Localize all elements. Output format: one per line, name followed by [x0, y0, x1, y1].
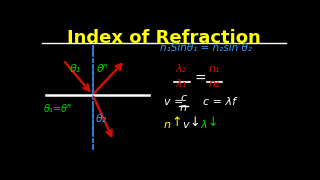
Text: =: = [195, 72, 207, 86]
Text: n: n [180, 103, 187, 113]
Text: c: c [180, 93, 187, 103]
Text: Index of Refraction: Index of Refraction [67, 29, 261, 47]
Text: ↓: ↓ [207, 116, 218, 129]
Text: c = λf: c = λf [203, 97, 236, 107]
Text: v =: v = [164, 97, 183, 107]
Text: θ₁: θ₁ [69, 64, 81, 74]
Text: n₂: n₂ [209, 79, 220, 89]
Text: n: n [164, 120, 171, 130]
Text: θ₁=θᴿ: θ₁=θᴿ [44, 104, 72, 114]
Text: n₁: n₁ [209, 64, 220, 74]
Text: v: v [183, 120, 189, 130]
Text: λ₁: λ₁ [176, 79, 187, 89]
Text: λ: λ [200, 120, 207, 130]
Text: λ₂: λ₂ [176, 64, 187, 74]
Text: θᴿ: θᴿ [97, 64, 108, 74]
Text: ↑: ↑ [172, 116, 182, 129]
Text: θ₂: θ₂ [96, 114, 107, 124]
Text: ↓: ↓ [189, 116, 200, 129]
Text: n₁Sinθ₁ = n₂sin θ₂: n₁Sinθ₁ = n₂sin θ₂ [160, 43, 252, 53]
